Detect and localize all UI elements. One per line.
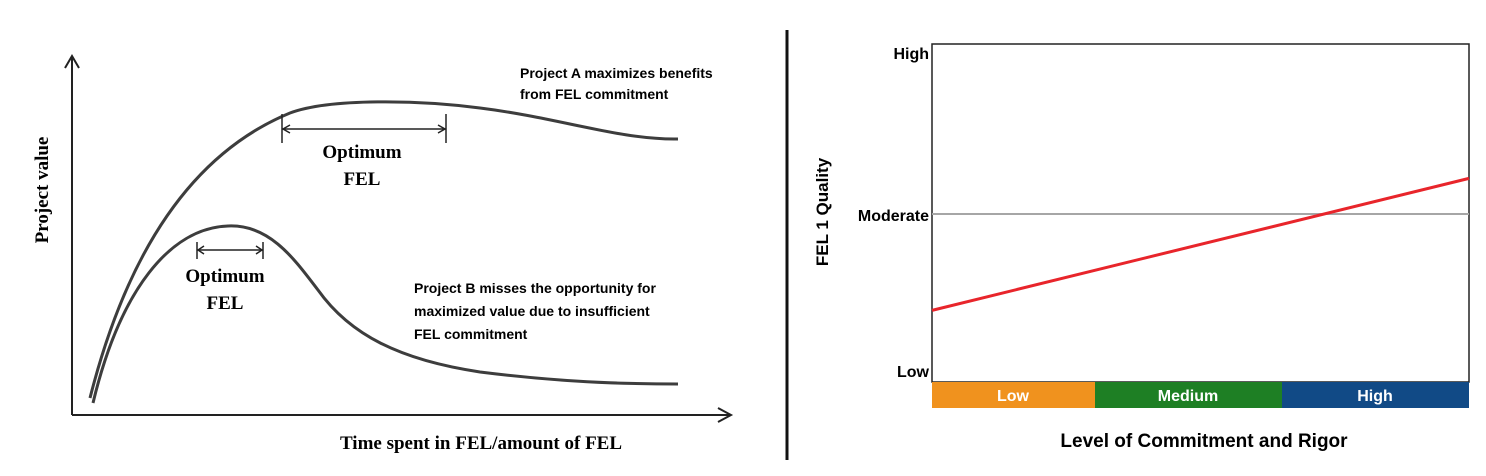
annotation-b-line3: FEL commitment <box>414 326 528 342</box>
project-a-curve <box>88 100 679 399</box>
optimum-b-label-line2: FEL <box>207 293 244 314</box>
right-chart: High Moderate Low FEL 1 Quality Low Medi… <box>813 43 1470 452</box>
band-medium-label: Medium <box>1158 388 1218 405</box>
left-y-axis-arrow <box>64 54 80 69</box>
project-b-curve <box>91 224 679 404</box>
optimum-a-label-line2: FEL <box>344 169 381 190</box>
optimum-b-arrow-left <box>196 245 205 255</box>
band-low <box>932 382 1095 408</box>
band-high <box>1282 382 1469 408</box>
annotation-b-line2: maximized value due to insufficient <box>414 303 650 319</box>
band-high-label: High <box>1357 388 1393 405</box>
optimum-a-label-line1: Optimum <box>322 142 401 163</box>
optimum-b-arrow-right <box>255 245 264 255</box>
right-y-axis-label: FEL 1 Quality <box>813 157 832 266</box>
quality-trend-line <box>931 176 1470 312</box>
annotation-a-line2: from FEL commitment <box>520 86 669 102</box>
left-x-axis-label: Time spent in FEL/amount of FEL <box>340 433 622 454</box>
band-medium <box>1095 382 1282 408</box>
optimum-a-arrow-right <box>437 124 447 134</box>
optimum-b-label-line1: Optimum <box>185 266 264 287</box>
y-tick-high: High <box>893 46 929 63</box>
left-x-axis-arrow <box>717 407 734 423</box>
right-x-axis-label: Level of Commitment and Rigor <box>1060 431 1348 452</box>
band-low-label: Low <box>997 388 1030 405</box>
annotation-a-line1: Project A maximizes benefits <box>520 65 713 81</box>
left-chart: Project value Time spent in FEL/amount o… <box>32 54 734 454</box>
y-tick-low: Low <box>897 364 930 381</box>
optimum-a-arrow-left <box>281 124 291 134</box>
annotation-b-line1: Project B misses the opportunity for <box>414 280 656 296</box>
y-tick-moderate: Moderate <box>858 208 929 225</box>
left-y-axis-label: Project value <box>32 137 53 244</box>
